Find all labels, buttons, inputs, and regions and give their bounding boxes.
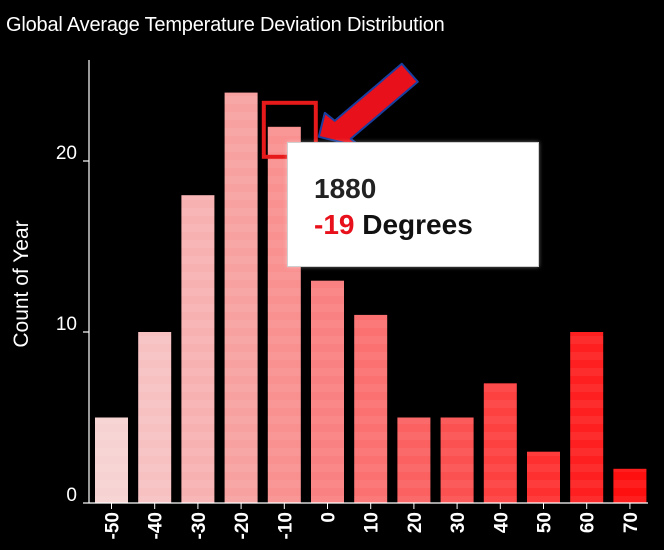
x-tick-label: -20 [232,512,253,539]
x-tick-label: 10 [362,512,383,533]
bar--50[interactable] [95,417,128,504]
tooltip-year: 1880 [314,173,377,204]
x-tick-label: 30 [448,512,469,533]
x-tick-label: 60 [578,512,599,533]
x-tick-label: -30 [189,512,210,539]
chart-title: Global Average Temperature Deviation Dis… [6,14,445,36]
tooltip: 1880 -19 Degrees [287,142,539,267]
bars-layer [95,92,647,504]
tooltip-value-line: -19 Degrees [314,209,473,241]
x-tick-label: 40 [491,512,512,533]
bar--30[interactable] [181,195,215,503]
x-tick-label: 0 [319,512,340,523]
axes-layer: -50 -40 -30 -20 -10 0 10 20 30 40 50 60 70 0 10 20 [56,60,648,539]
x-tick-label: 70 [621,512,642,533]
bar--40[interactable] [138,332,172,503]
x-tick-label: 50 [535,512,556,533]
y-axis-title: Count of Year [10,220,33,347]
y-tick-label: 10 [56,314,77,335]
x-tick-label: -40 [146,512,167,539]
tooltip-value: -19 [314,209,355,240]
bar-60[interactable] [570,332,604,503]
y-tick-label: 0 [66,485,77,506]
bar-10[interactable] [354,314,388,503]
bar-50[interactable] [527,451,560,503]
pointer-arrow-icon [317,62,419,148]
x-tick-label: 20 [405,512,426,533]
bar--20[interactable] [224,92,258,503]
bar-20[interactable] [397,417,431,504]
bar-40[interactable] [483,383,517,503]
y-tick-label: 20 [56,143,77,164]
x-tick-label: -50 [103,512,124,539]
bar-0[interactable] [311,280,344,503]
bar-70[interactable] [613,468,647,503]
bar-30[interactable] [440,417,474,504]
bar--10[interactable] [267,126,301,504]
tooltip-unit: Degrees [362,209,473,240]
x-tick-label: -10 [275,512,296,539]
